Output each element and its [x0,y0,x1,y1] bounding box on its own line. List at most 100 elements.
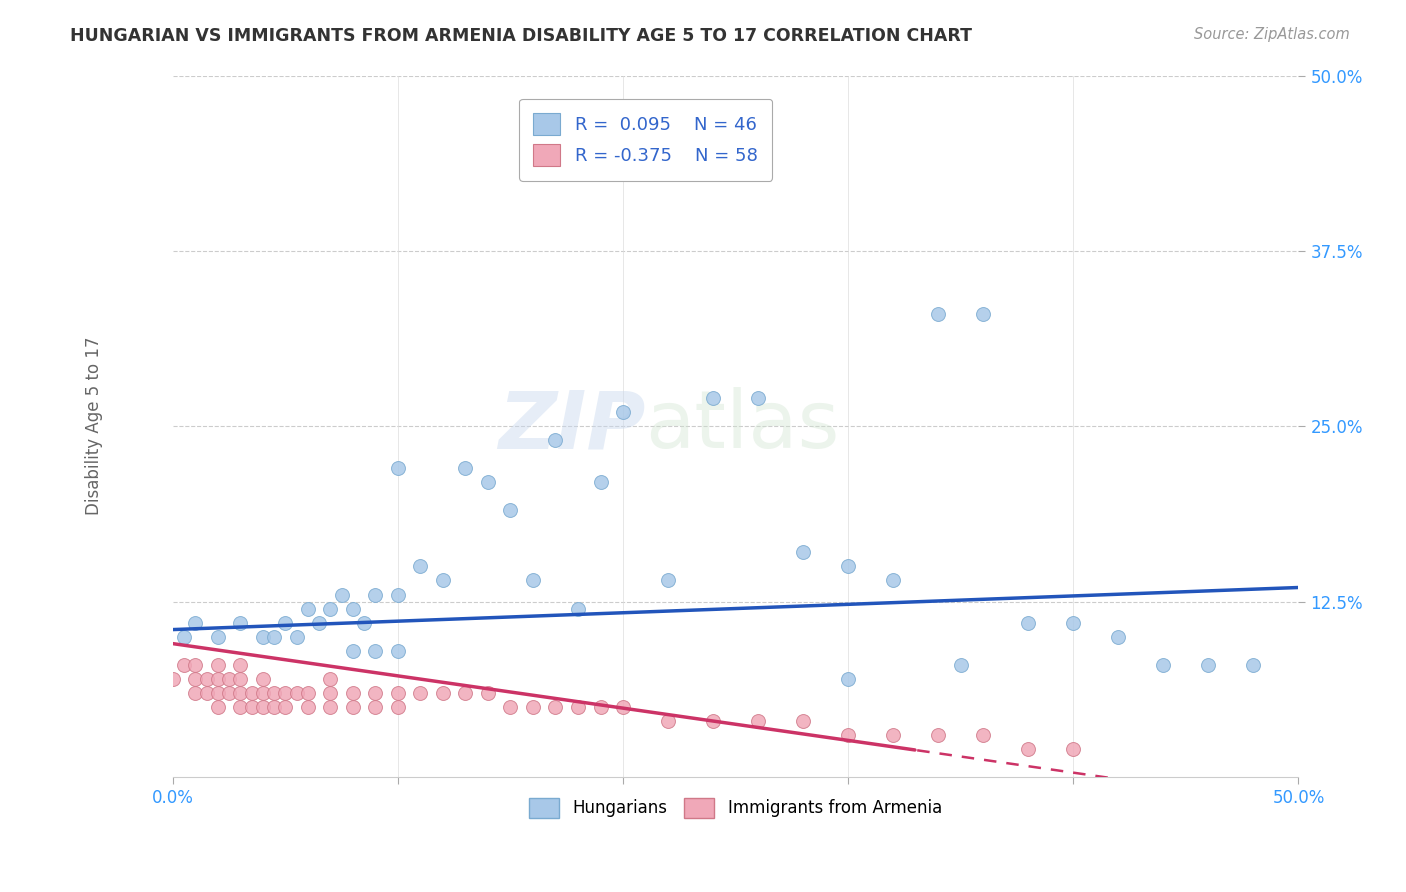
Point [927,307,949,321]
Point [207,686,229,700]
Point [274,699,297,714]
Point [297,601,319,615]
Point [263,630,285,644]
Point [252,672,274,686]
Point [567,601,589,615]
Y-axis label: Disability Age 5 to 17: Disability Age 5 to 17 [86,337,103,516]
Point [285,686,308,700]
Point [454,461,477,475]
Point [1152,657,1174,672]
Point [544,699,567,714]
Point [432,686,454,700]
Point [589,699,612,714]
Point [229,615,252,630]
Point [308,615,330,630]
Point [240,699,263,714]
Point [882,574,904,588]
Point [263,699,285,714]
Point [342,686,364,700]
Point [522,574,544,588]
Point [702,714,724,728]
Point [612,699,634,714]
Point [319,601,342,615]
Point [319,672,342,686]
Point [218,672,240,686]
Point [319,699,342,714]
Point [252,699,274,714]
Point [342,601,364,615]
Point [522,699,544,714]
Point [589,475,612,490]
Point [612,405,634,419]
Point [207,657,229,672]
Point [342,643,364,657]
Point [657,574,679,588]
Point [252,630,274,644]
Point [240,686,263,700]
Point [702,391,724,405]
Point [1017,741,1039,756]
Point [1107,630,1129,644]
Point [364,699,387,714]
Point [229,672,252,686]
Point [409,559,432,574]
Point [353,615,375,630]
Point [184,672,207,686]
Text: Source: ZipAtlas.com: Source: ZipAtlas.com [1194,27,1350,42]
Point [195,686,218,700]
Point [319,686,342,700]
Point [218,686,240,700]
Legend: Hungarians, Immigrants from Armenia: Hungarians, Immigrants from Armenia [523,791,949,824]
Point [747,391,769,405]
Point [342,699,364,714]
Point [1197,657,1219,672]
Point [657,714,679,728]
Point [544,434,567,448]
Point [837,728,859,742]
Point [252,686,274,700]
Point [207,672,229,686]
Point [195,672,218,686]
Point [364,643,387,657]
Text: atlas: atlas [645,387,839,466]
Point [162,672,184,686]
Text: HUNGARIAN VS IMMIGRANTS FROM ARMENIA DISABILITY AGE 5 TO 17 CORRELATION CHART: HUNGARIAN VS IMMIGRANTS FROM ARMENIA DIS… [70,27,973,45]
Point [364,686,387,700]
Point [207,699,229,714]
Text: ZIP: ZIP [498,387,645,466]
Point [972,307,994,321]
Point [499,699,522,714]
Point [409,686,432,700]
Point [229,657,252,672]
Point [1017,615,1039,630]
Point [387,686,409,700]
Point [263,686,285,700]
Point [184,686,207,700]
Point [927,728,949,742]
Point [837,559,859,574]
Point [792,545,814,559]
Point [387,699,409,714]
Point [499,503,522,517]
Point [747,714,769,728]
Point [792,714,814,728]
Point [567,699,589,714]
Point [184,657,207,672]
Point [330,587,353,601]
Point [387,587,409,601]
Point [387,643,409,657]
Point [1241,657,1264,672]
Point [364,587,387,601]
Point [477,475,499,490]
Point [972,728,994,742]
Point [285,630,308,644]
Point [454,686,477,700]
Point [297,699,319,714]
Point [432,574,454,588]
Point [184,615,207,630]
Point [173,657,195,672]
Point [837,672,859,686]
Point [297,686,319,700]
Point [207,630,229,644]
Point [949,657,972,672]
